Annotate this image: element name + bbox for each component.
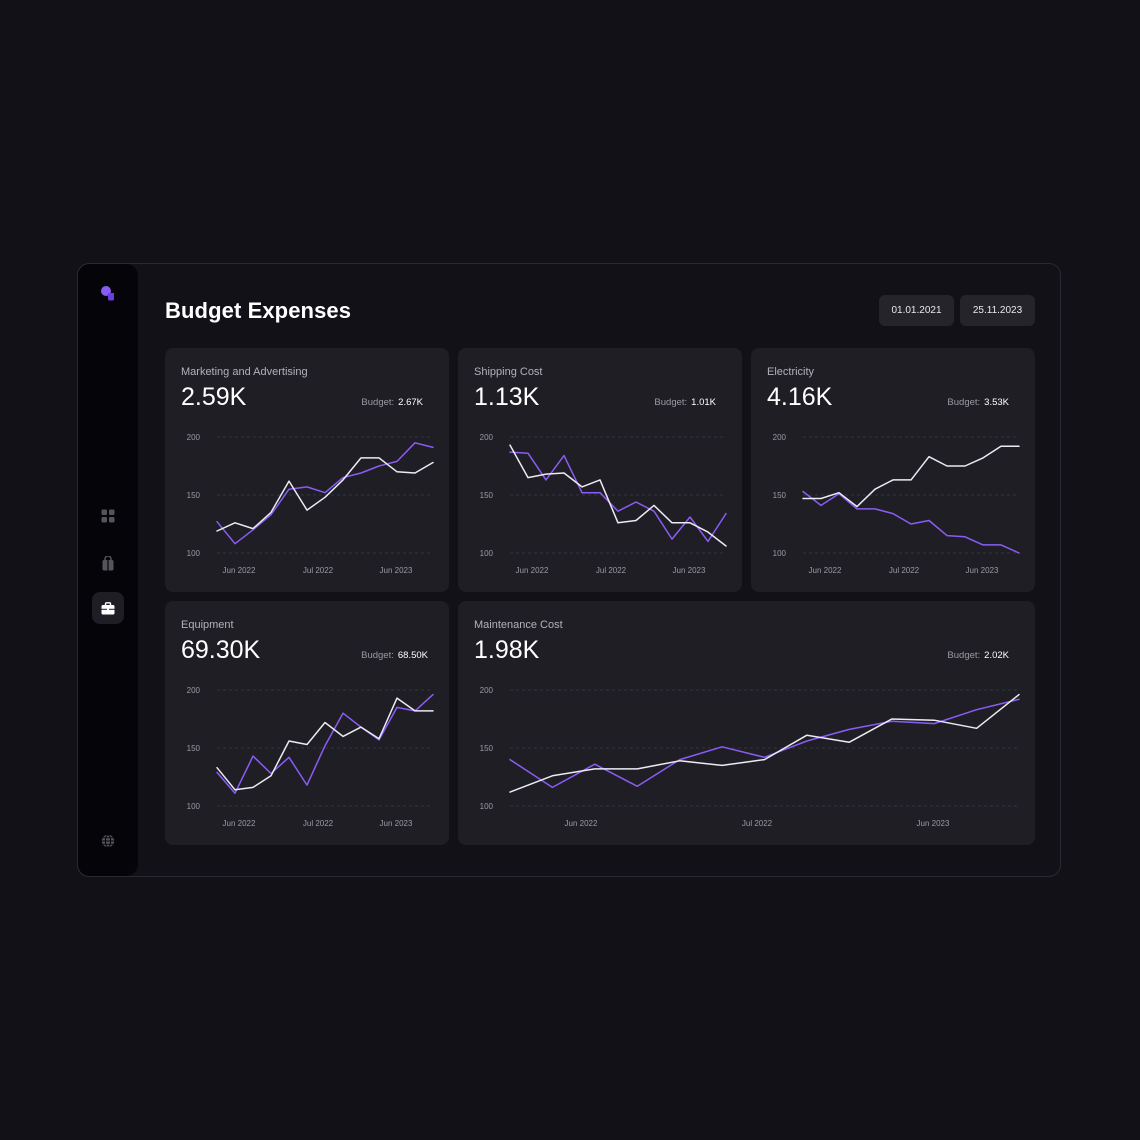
y-tick-label: 100 [187, 549, 201, 558]
budget-series-line [802, 445, 1020, 508]
card-title: Shipping Cost [474, 366, 543, 378]
card-title: Electricity [767, 366, 815, 378]
marketing-line-chart: 100 150 200 Jun 2022 Jul 2022 Jun 2023 [187, 433, 434, 575]
card-budget: Budget: 2.67K [361, 397, 423, 408]
x-tick-label: Jun 2023 [380, 819, 413, 828]
equipment-line-chart: 100 150 200 Jun 2022 Jul 2022 Jun 2023 [187, 686, 434, 828]
y-tick-label: 100 [773, 549, 787, 558]
card-value: 2.59K [181, 383, 247, 411]
nav-dashboard[interactable] [92, 500, 124, 532]
budget-value: 2.02K [984, 650, 1009, 661]
x-tick-label: Jun 2023 [917, 819, 950, 828]
budget-label: Budget: [947, 397, 981, 408]
actual-series-line [216, 442, 434, 545]
expense-card-electricity[interactable]: Electricity 4.16K Budget: 3.53K 100 150 200… [751, 348, 1035, 592]
page-title: Budget Expenses [165, 298, 352, 323]
budget-value: 3.53K [984, 397, 1009, 408]
x-tick-label: Jun 2022 [223, 819, 256, 828]
y-tick-label: 200 [187, 686, 201, 695]
nav-business[interactable] [92, 592, 124, 624]
card-value: 1.98K [474, 636, 540, 664]
y-tick-label: 200 [187, 433, 201, 442]
budget-series-line [509, 693, 1020, 793]
x-tick-label: Jul 2022 [303, 566, 334, 575]
y-tick-label: 150 [187, 744, 201, 753]
card-budget: Budget: 2.02K [947, 650, 1009, 661]
budget-label: Budget: [654, 397, 688, 408]
shipping-line-chart: 100 150 200 Jun 2022 Jul 2022 Jun 2023 [480, 433, 727, 575]
budget-label: Budget: [947, 650, 981, 661]
y-tick-label: 100 [187, 802, 201, 811]
y-tick-label: 200 [773, 433, 787, 442]
actual-series-line [216, 693, 434, 794]
y-tick-label: 150 [480, 491, 494, 500]
budget-series-line [216, 457, 434, 532]
y-tick-label: 200 [480, 686, 494, 695]
budget-label: Budget: [361, 650, 394, 661]
card-value: 4.16K [767, 383, 833, 411]
app-window: Budget Expenses 01.01.2021 25.11.2023 Ma… [77, 263, 1061, 877]
x-tick-label: Jun 2022 [809, 566, 842, 575]
budget-series-line [216, 697, 434, 791]
main-content: Budget Expenses 01.01.2021 25.11.2023 Ma… [165, 264, 1060, 876]
card-budget: Budget: 3.53K [947, 397, 1009, 408]
x-tick-label: Jul 2022 [303, 819, 334, 828]
budget-label: Budget: [361, 397, 395, 408]
expense-card-maintenance[interactable]: Maintenance Cost 1.98K Budget: 2.02K 100 1… [458, 601, 1035, 845]
sidebar [78, 264, 138, 876]
x-tick-label: Jun 2023 [380, 566, 413, 575]
x-tick-label: Jun 2022 [223, 566, 256, 575]
expense-card-shipping[interactable]: Shipping Cost 1.13K Budget: 1.01K 100 150 2… [458, 348, 742, 592]
y-tick-label: 150 [773, 491, 787, 500]
x-tick-label: Jun 2022 [565, 819, 598, 828]
budget-value: 68.50K [397, 650, 428, 661]
x-tick-label: Jun 2023 [966, 566, 999, 575]
budget-value: 1.01K [691, 397, 716, 408]
nav-shop[interactable] [92, 547, 124, 579]
y-tick-label: 100 [480, 549, 494, 558]
card-budget: Budget: 1.01K [654, 397, 716, 408]
briefcase-icon [101, 601, 115, 614]
budget-series-line [509, 444, 727, 547]
end-date-button[interactable]: 25.11.2023 [960, 295, 1035, 326]
card-title: Marketing and Advertising [181, 366, 308, 378]
y-tick-label: 200 [480, 433, 494, 442]
shopping-bag-icon [102, 555, 114, 570]
x-tick-label: Jun 2023 [673, 566, 706, 575]
x-tick-label: Jul 2022 [742, 819, 773, 828]
expense-card-equipment[interactable]: Equipment 69.30K Budget: 68.50K 100 150 200… [165, 601, 449, 845]
electricity-line-chart: 100 150 200 Jun 2022 Jul 2022 Jun 2023 [773, 433, 1020, 575]
card-title: Equipment [181, 619, 234, 631]
actual-series-line [509, 698, 1020, 789]
globe-icon [101, 834, 115, 848]
y-tick-label: 150 [187, 491, 201, 500]
y-tick-label: 100 [480, 802, 494, 811]
x-tick-label: Jul 2022 [889, 566, 920, 575]
x-tick-label: Jul 2022 [596, 566, 627, 575]
card-value: 1.13K [474, 383, 540, 411]
y-tick-label: 150 [480, 744, 494, 753]
budget-value: 2.67K [398, 397, 423, 408]
grid-icon [101, 509, 115, 523]
actual-series-line [509, 451, 727, 543]
x-tick-label: Jun 2022 [516, 566, 549, 575]
maintenance-line-chart: 100 150 200 Jun 2022 Jul 2022 Jun 2023 [480, 686, 1020, 828]
start-date-button[interactable]: 01.01.2021 [879, 295, 954, 326]
logo-bubbles-icon[interactable] [99, 284, 117, 302]
card-budget: Budget: 68.50K [361, 650, 428, 661]
card-value: 69.30K [181, 636, 261, 664]
nav-global[interactable] [92, 825, 124, 857]
expense-card-marketing[interactable]: Marketing and Advertising 2.59K Budget: 2… [165, 348, 449, 592]
card-title: Maintenance Cost [474, 619, 563, 631]
actual-series-line [802, 490, 1020, 554]
